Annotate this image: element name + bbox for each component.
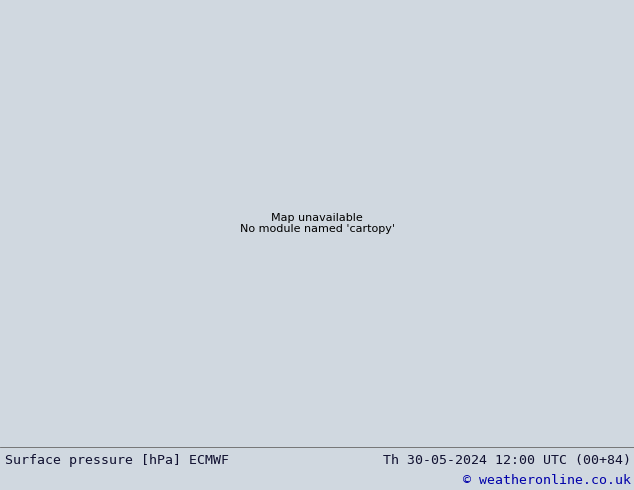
Text: © weatheronline.co.uk: © weatheronline.co.uk [463, 474, 631, 487]
Text: Th 30-05-2024 12:00 UTC (00+84): Th 30-05-2024 12:00 UTC (00+84) [383, 454, 631, 467]
Text: Map unavailable
No module named 'cartopy': Map unavailable No module named 'cartopy… [240, 213, 394, 234]
Text: Surface pressure [hPa] ECMWF: Surface pressure [hPa] ECMWF [5, 454, 229, 467]
